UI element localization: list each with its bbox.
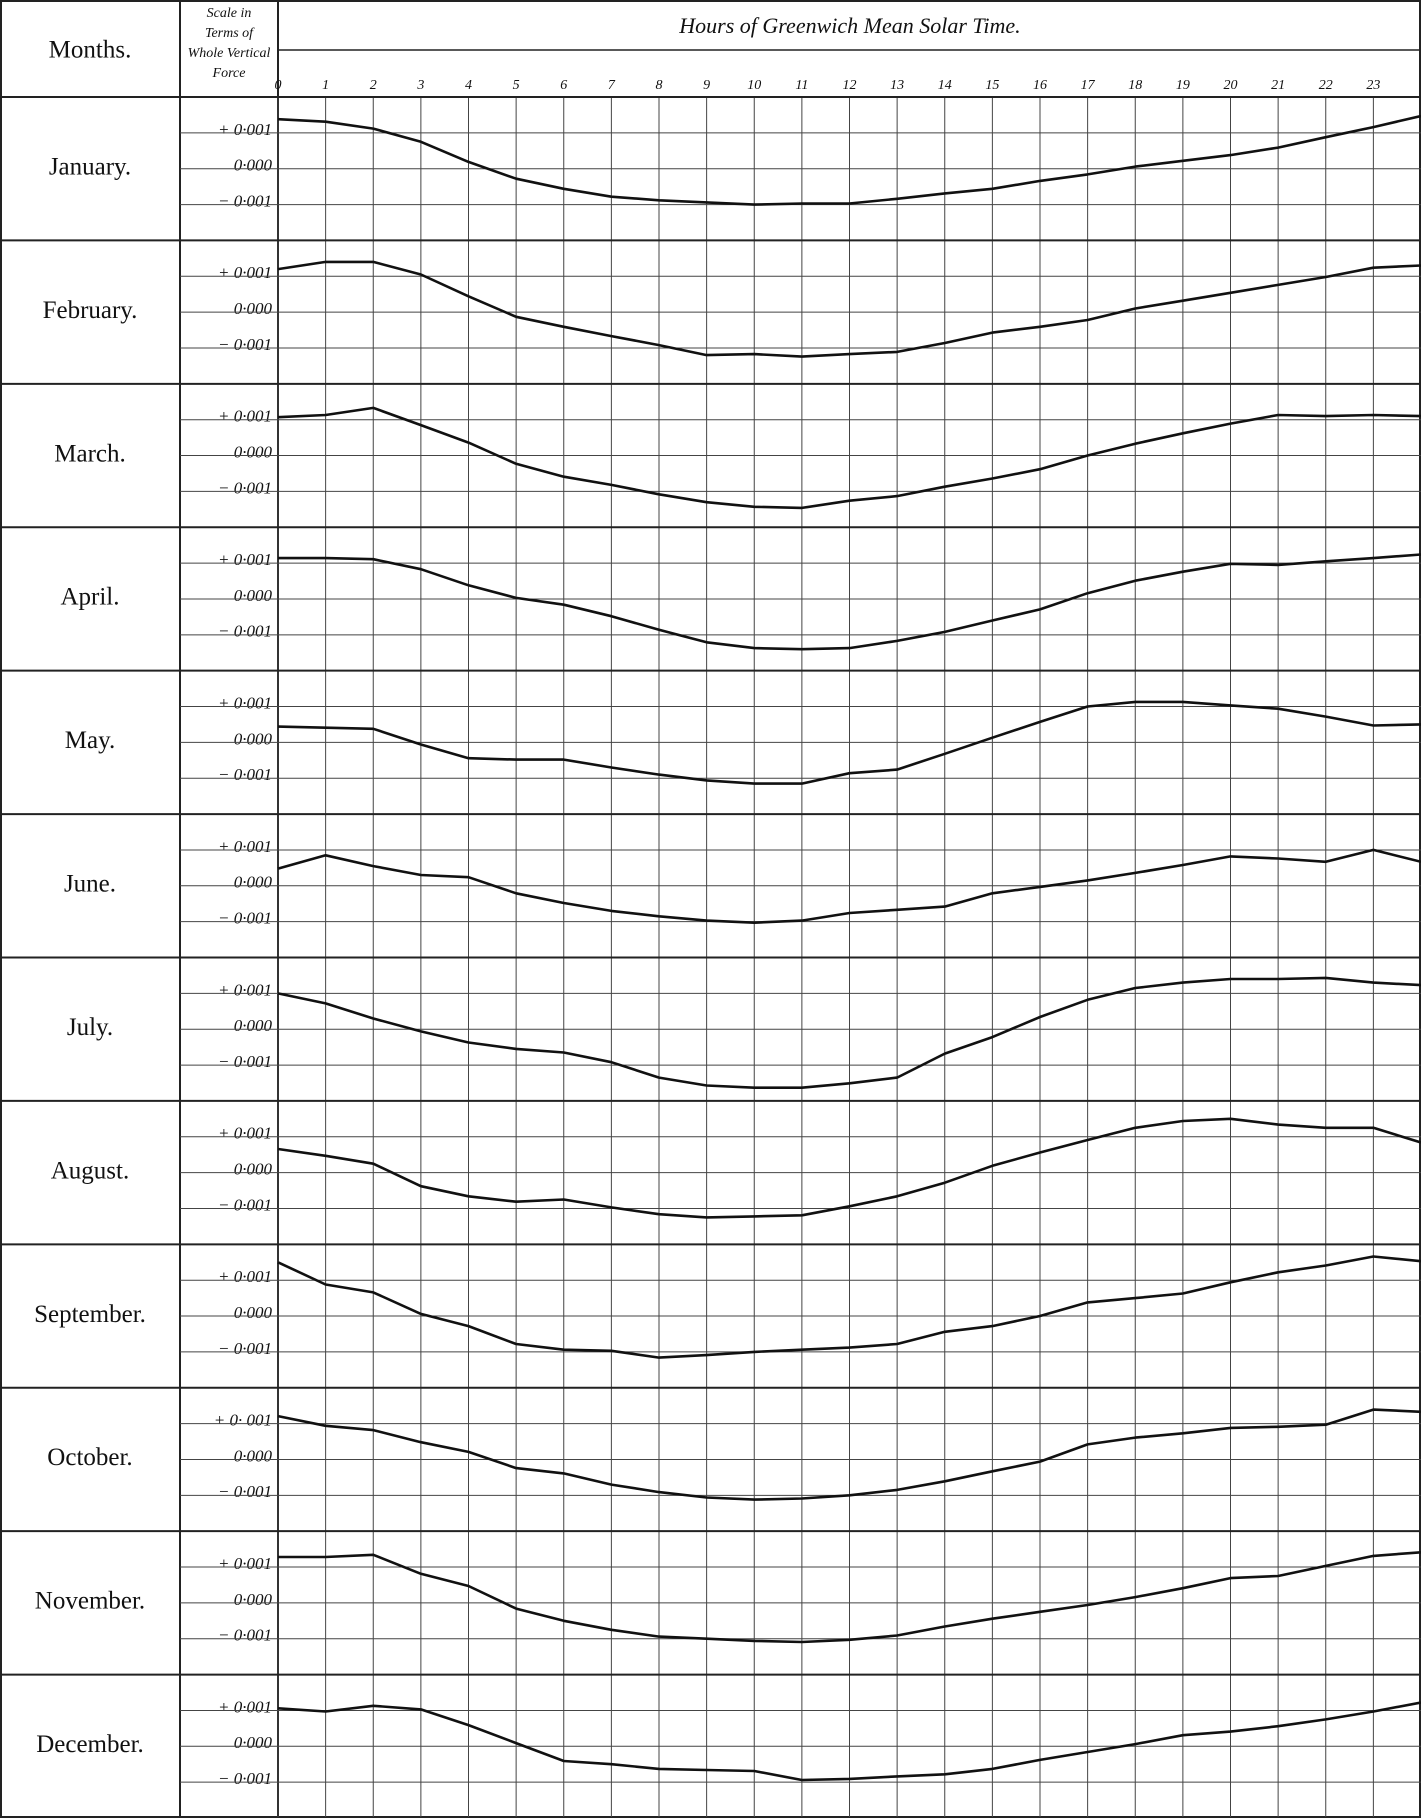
y-tick-label: + 0·001 [218,837,272,856]
y-tick-label: + 0·001 [218,1267,272,1286]
y-tick-label: − 0·001 [218,335,272,354]
month-label: April. [60,584,119,611]
y-tick-label: − 0·001 [218,1339,272,1358]
month-curve [278,1551,1421,1644]
y-tick-label: 0·000 [234,1590,273,1609]
month-curve [277,1701,1421,1782]
y-tick-label: 0·000 [234,1016,273,1035]
y-tick-label: + 0·001 [218,120,272,139]
month-label: March. [54,440,126,467]
hour-label: 5 [513,78,520,93]
hour-label: 1 [322,78,329,93]
month-label: February. [43,297,138,324]
y-tick-label: 0·000 [234,873,273,892]
y-tick-label: + 0·001 [218,263,272,282]
y-tick-label: + 0· 001 [214,1411,272,1430]
hour-label: 8 [656,78,663,93]
month-label: September. [34,1301,146,1328]
month-label: November. [35,1588,145,1615]
y-tick-label: + 0·001 [218,1124,272,1143]
month-label: July. [67,1014,113,1041]
hour-label: 18 [1128,78,1142,93]
y-tick-label: + 0·001 [218,980,272,999]
hour-label: 2 [370,78,377,93]
hour-label: 17 [1081,78,1096,93]
hour-label: 21 [1271,78,1285,93]
hour-label: 12 [843,78,857,93]
month-label: January. [49,153,131,180]
hour-label: 19 [1176,78,1190,93]
y-tick-label: 0·000 [234,299,273,318]
y-tick-label: − 0·001 [218,1195,272,1214]
month-curve [277,700,1421,785]
month-label: December. [36,1731,144,1758]
month-label: August. [51,1157,129,1184]
hour-label: 9 [703,78,710,93]
y-tick-label: 0·000 [234,1733,273,1752]
hours-title: Hours of Greenwich Mean Solar Time. [678,13,1020,38]
y-tick-label: + 0·001 [218,1697,272,1716]
y-tick-label: − 0·001 [218,1626,272,1645]
y-tick-label: − 0·001 [218,1052,272,1071]
month-curve [277,976,1421,1089]
y-tick-label: + 0·001 [218,1554,272,1573]
y-tick-label: − 0·001 [218,191,272,210]
hour-label: 15 [985,78,999,93]
y-tick-label: 0·000 [234,586,273,605]
y-tick-label: + 0·001 [218,407,272,426]
month-curve [277,1255,1421,1359]
hour-label: 7 [608,78,616,93]
hour-label: 22 [1319,78,1333,93]
y-tick-label: 0·000 [234,442,273,461]
month-label: June. [64,871,116,898]
hour-label: 0 [275,78,282,93]
y-tick-label: − 0·001 [218,478,272,497]
month-label: October. [47,1444,132,1471]
hour-label: 4 [465,78,472,93]
y-tick-label: 0·000 [234,1446,273,1465]
month-curve [277,406,1421,510]
month-curve [277,114,1421,206]
hour-label: 10 [747,78,761,93]
scale-header: Scale in [207,6,252,21]
month-curve [277,1117,1421,1219]
y-tick-label: − 0·001 [218,1482,272,1501]
hour-label: 6 [560,78,567,93]
y-tick-label: 0·000 [234,1160,273,1179]
hour-label: 11 [795,78,808,93]
month-curve [277,1408,1421,1501]
hour-label: 13 [890,78,904,93]
hour-label: 16 [1033,78,1047,93]
y-tick-label: − 0·001 [218,765,272,784]
y-tick-label: + 0·001 [218,693,272,712]
month-curve [278,553,1421,651]
hour-label: 3 [416,78,424,93]
month-curve [277,848,1421,924]
hour-label: 14 [938,78,952,93]
y-tick-label: 0·000 [234,156,273,175]
month-label: May. [65,727,115,754]
scale-header: Terms of [205,26,255,41]
y-tick-label: 0·000 [234,729,273,748]
months-header: Months. [49,37,132,64]
y-tick-label: + 0·001 [218,550,272,569]
scale-header: Whole Vertical [188,46,271,61]
y-tick-label: − 0·001 [218,1769,272,1788]
y-tick-label: − 0·001 [218,909,272,928]
scale-header: Force [212,66,246,81]
hour-label: 20 [1224,78,1238,93]
y-tick-label: − 0·001 [218,622,272,641]
hour-label: 23 [1366,78,1380,93]
month-curve [277,260,1421,358]
y-tick-label: 0·000 [234,1303,273,1322]
